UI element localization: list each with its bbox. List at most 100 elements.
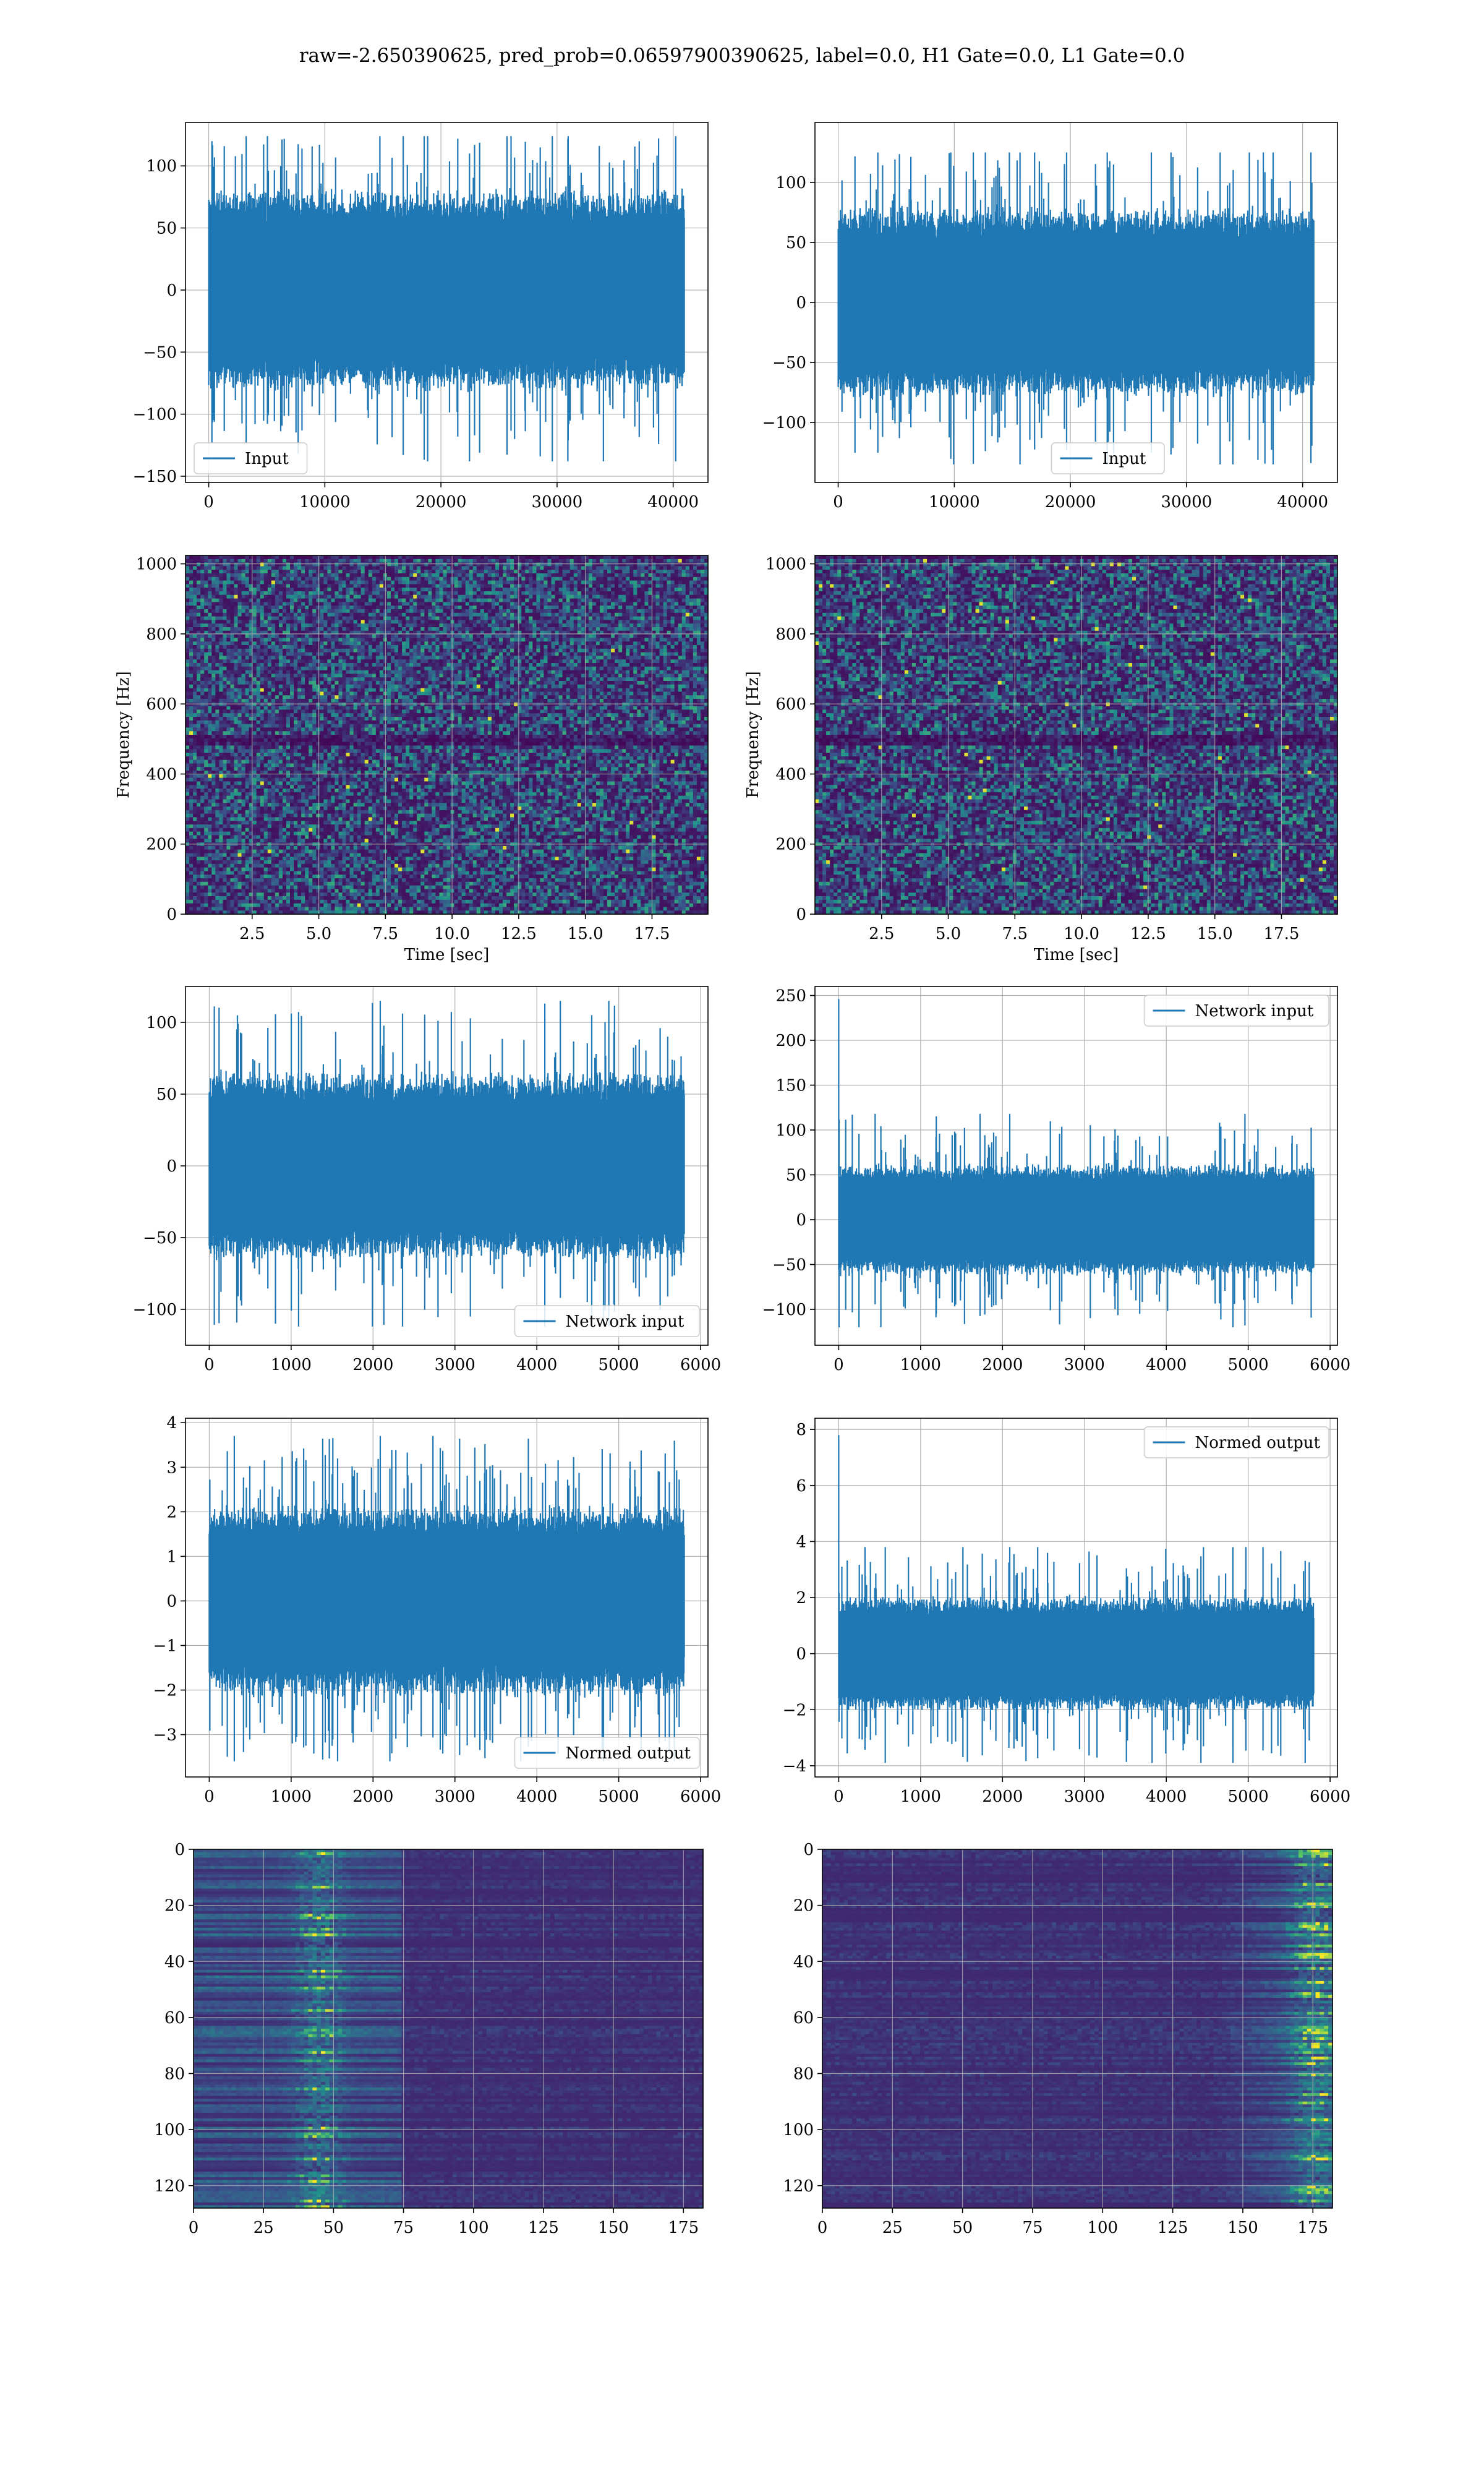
- heatmap-cell: [380, 555, 384, 559]
- y-tick-label: −50: [143, 343, 177, 362]
- heatmap-cell: [406, 555, 410, 559]
- heatmap-cell: [290, 563, 294, 567]
- heatmap-cell: [331, 559, 335, 563]
- heatmap-cell: [365, 563, 369, 567]
- heatmap-cell: [570, 555, 574, 559]
- heatmap-cell: [469, 555, 474, 559]
- heatmap-cell: [402, 555, 406, 559]
- heatmap-cell: [357, 566, 362, 570]
- heatmap-cell: [186, 559, 190, 563]
- heatmap-cell: [186, 563, 190, 567]
- heatmap-cell: [350, 555, 354, 559]
- heatmap-cell: [290, 559, 294, 563]
- heatmap-cell: [320, 555, 324, 559]
- heatmap-cell: [447, 555, 451, 559]
- y-tick-label: 0: [796, 294, 806, 312]
- heatmap-cell: [417, 566, 421, 570]
- heatmap-cell: [305, 555, 309, 559]
- heatmap-cell: [271, 559, 276, 563]
- heatmap-cell: [394, 566, 399, 570]
- heatmap-cell: [581, 555, 586, 559]
- heatmap-cell: [473, 563, 477, 567]
- heatmap-cell: [618, 555, 623, 559]
- heatmap-cell: [338, 555, 343, 559]
- heatmap-cell: [518, 555, 522, 559]
- heatmap-cell: [514, 559, 518, 563]
- heatmap-cell: [570, 563, 574, 567]
- heatmap-cell: [432, 566, 436, 570]
- heatmap-cell: [466, 566, 470, 570]
- heatmap-cell: [671, 563, 675, 567]
- heatmap-cell: [372, 559, 377, 563]
- heatmap-cell: [660, 563, 664, 567]
- heatmap-cell: [268, 563, 272, 567]
- heatmap-cell: [596, 563, 600, 567]
- heatmap-cell: [656, 559, 660, 563]
- heatmap-cell: [230, 563, 234, 567]
- heatmap-cell: [559, 559, 563, 563]
- heatmap-cell: [663, 563, 668, 567]
- heatmap-cell: [454, 566, 459, 570]
- heatmap-cell: [238, 566, 242, 570]
- heatmap-cell: [547, 555, 552, 559]
- heatmap-cell: [652, 559, 656, 563]
- heatmap-cell: [454, 559, 459, 563]
- heatmap-cell: [387, 566, 391, 570]
- heatmap-cell: [376, 566, 380, 570]
- heatmap-cell: [380, 563, 384, 567]
- heatmap-cell: [309, 559, 313, 563]
- heatmap-cell: [238, 563, 242, 567]
- heatmap-cell: [361, 559, 365, 563]
- x-tick-label: 40000: [1277, 493, 1328, 511]
- heatmap-cell: [380, 566, 384, 570]
- heatmap-cell: [301, 555, 305, 559]
- heatmap-cell: [701, 559, 705, 563]
- heatmap-cell: [682, 559, 686, 563]
- heatmap-cell: [514, 563, 518, 567]
- heatmap-cell: [357, 559, 362, 563]
- heatmap-cell: [420, 555, 425, 559]
- heatmap-cell: [275, 555, 279, 559]
- heatmap-cell: [242, 566, 246, 570]
- heatmap-cell: [394, 555, 399, 559]
- heatmap-cell: [327, 566, 331, 570]
- heatmap-cell: [506, 555, 511, 559]
- heatmap-cell: [350, 566, 354, 570]
- heatmap-cell: [309, 566, 313, 570]
- heatmap-cell: [215, 566, 220, 570]
- heatmap-cell: [529, 555, 533, 559]
- heatmap-cell: [365, 559, 369, 563]
- heatmap-cell: [529, 559, 533, 563]
- heatmap-cell: [544, 555, 548, 559]
- heatmap-cell: [469, 566, 474, 570]
- heatmap-cell: [644, 563, 649, 567]
- heatmap-cell: [286, 563, 291, 567]
- heatmap-cell: [208, 559, 212, 563]
- heatmap-cell: [462, 566, 466, 570]
- heatmap-cell: [354, 563, 358, 567]
- heatmap-cell: [462, 563, 466, 567]
- heatmap-cell: [424, 563, 429, 567]
- heatmap-cell: [518, 563, 522, 567]
- heatmap-cell: [603, 563, 608, 567]
- heatmap-cell: [428, 566, 432, 570]
- heatmap-cell: [257, 559, 261, 563]
- heatmap-cell: [398, 563, 403, 567]
- heatmap-cell: [589, 563, 593, 567]
- heatmap-cell: [439, 559, 443, 563]
- heatmap-cell: [271, 566, 276, 570]
- heatmap-cell: [458, 555, 463, 559]
- heatmap-cell: [536, 559, 540, 563]
- heatmap-cell: [413, 566, 417, 570]
- heatmap-cell: [301, 559, 305, 563]
- heatmap-cell: [592, 555, 597, 559]
- heatmap-cell: [189, 566, 194, 570]
- legend-label: Input: [245, 450, 289, 468]
- heatmap-cell: [398, 559, 403, 563]
- heatmap-cell: [312, 555, 317, 559]
- heatmap-cell: [391, 555, 395, 559]
- heatmap-cell: [600, 559, 604, 563]
- heatmap-cell: [200, 563, 205, 567]
- heatmap-cell: [204, 566, 208, 570]
- heatmap-cell: [186, 555, 190, 559]
